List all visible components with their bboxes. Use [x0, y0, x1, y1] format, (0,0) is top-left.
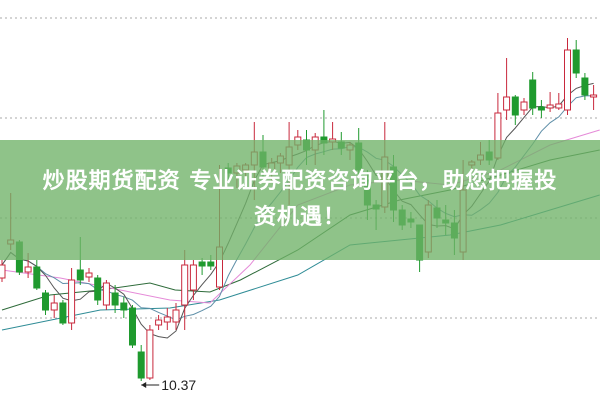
candle-body [537, 106, 545, 111]
candle-up [50, 295, 58, 318]
candle-up [520, 98, 528, 115]
candle-body [76, 269, 84, 281]
candle-up [189, 260, 197, 300]
candle-up [503, 58, 511, 120]
candle-body [94, 277, 102, 301]
candle-up [85, 268, 93, 282]
candle-up [181, 250, 189, 330]
candle-body [572, 49, 580, 74]
candle-body [111, 292, 119, 306]
candle-up [146, 325, 154, 380]
candle-body [564, 49, 571, 111]
candle-down [42, 290, 49, 315]
candle-down [59, 300, 67, 325]
candle-up [546, 92, 554, 112]
candle-down [120, 297, 128, 318]
candle-body [529, 79, 537, 109]
candle-down [537, 100, 545, 118]
candle-body [163, 316, 171, 323]
candle-body [590, 94, 598, 98]
candle-body [172, 309, 180, 323]
candle-up [564, 38, 571, 115]
candle-down [129, 305, 136, 348]
banner-line-1: 炒股期货配资 专业证券配资咨询平台，助您把握投 [42, 169, 558, 194]
candle-up [172, 303, 180, 330]
candle-up [0, 260, 6, 282]
candle-body [520, 101, 528, 111]
candle-body [102, 282, 110, 306]
candle-down [137, 345, 145, 381]
candle-body [24, 266, 32, 273]
candle-up [555, 93, 563, 110]
candle-up [155, 315, 163, 330]
candle-body [198, 261, 206, 267]
candle-body [120, 302, 128, 311]
candle-body [137, 351, 145, 379]
candle-body [155, 319, 163, 326]
candle-body [181, 264, 189, 306]
banner-line-2: 资机遇！ [253, 205, 346, 230]
candle-down [94, 275, 102, 305]
candle-down [572, 40, 580, 78]
candle-body [85, 272, 93, 278]
candle-body [189, 264, 197, 291]
candle-up [68, 268, 76, 330]
candle-body [50, 302, 58, 311]
candle-body [511, 96, 519, 116]
candle-body [207, 261, 215, 267]
candle-body [68, 279, 76, 324]
candle-up [590, 85, 598, 110]
candle-up [102, 280, 110, 310]
candle-up [163, 308, 171, 330]
candle-body [581, 77, 589, 96]
candle-down [198, 258, 206, 275]
ad-banner[interactable]: 炒股期货配资 专业证券配资咨询平台，助您把握投 资机遇！ [0, 140, 600, 260]
candle-body [59, 302, 67, 324]
candle-body [555, 103, 563, 109]
candle-down [581, 73, 589, 100]
candle-body [33, 266, 41, 289]
candle-body [503, 96, 511, 111]
candle-down [511, 95, 519, 125]
candle-body [0, 264, 6, 279]
candle-down [33, 260, 41, 290]
candle-down [529, 72, 537, 115]
candle-body [546, 104, 554, 109]
candle-body [146, 329, 154, 379]
candle-body [42, 292, 49, 311]
candle-down [111, 285, 119, 313]
candle-body [129, 307, 136, 346]
